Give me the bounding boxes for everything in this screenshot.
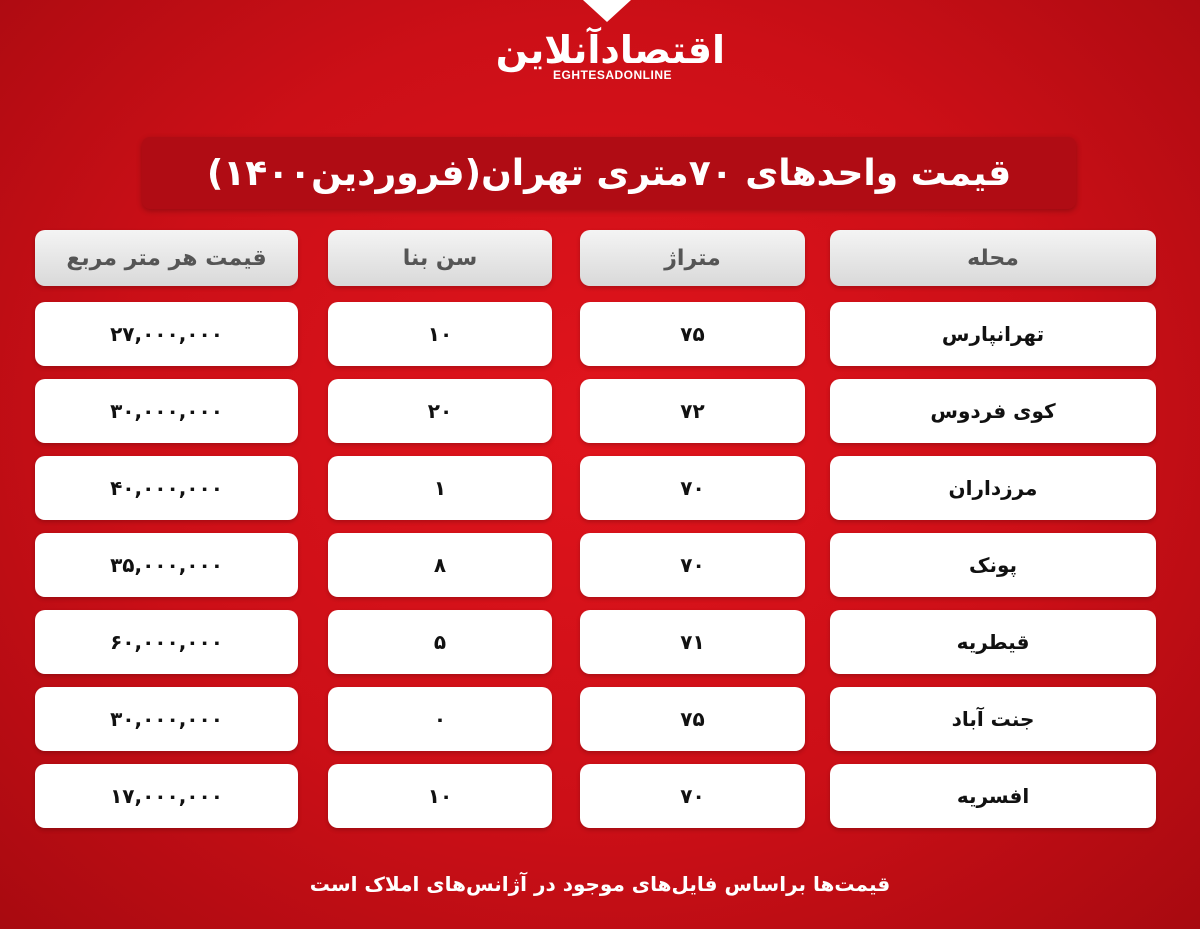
cell-price-per-sqm: ۱۷,۰۰۰,۰۰۰ bbox=[35, 764, 298, 828]
cell-building-age: ۰ bbox=[328, 687, 552, 751]
cell-building-age: ۱۰ bbox=[328, 302, 552, 366]
header-area: متراژ bbox=[580, 230, 805, 286]
page-title: قیمت واحدهای ۷۰متری تهران(فروردین۱۴۰۰) bbox=[206, 152, 1012, 194]
cell-area: ۷۲ bbox=[580, 379, 805, 443]
cell-neighborhood: مرزداران bbox=[830, 456, 1156, 520]
cell-area: ۷۰ bbox=[580, 533, 805, 597]
cell-price-per-sqm: ۳۰,۰۰۰,۰۰۰ bbox=[35, 379, 298, 443]
cell-neighborhood: کوی فردوس bbox=[830, 379, 1156, 443]
header-building-age: سن بنا bbox=[328, 230, 552, 286]
cell-area: ۷۰ bbox=[580, 764, 805, 828]
cell-building-age: ۲۰ bbox=[328, 379, 552, 443]
cell-building-age: ۱ bbox=[328, 456, 552, 520]
cell-price-per-sqm: ۴۰,۰۰۰,۰۰۰ bbox=[35, 456, 298, 520]
cell-area: ۷۵ bbox=[580, 687, 805, 751]
cell-building-age: ۱۰ bbox=[328, 764, 552, 828]
cell-neighborhood: جنت آباد bbox=[830, 687, 1156, 751]
header-price-per-sqm: قیمت هر متر مربع bbox=[35, 230, 298, 286]
cell-area: ۷۵ bbox=[580, 302, 805, 366]
cell-neighborhood: تهرانپارس bbox=[830, 302, 1156, 366]
logo-text-fa: اقتصادآنلاین bbox=[495, 28, 726, 72]
cell-neighborhood: افسریه bbox=[830, 764, 1156, 828]
cell-area: ۷۰ bbox=[580, 456, 805, 520]
top-notch-triangle bbox=[583, 0, 631, 22]
cell-price-per-sqm: ۶۰,۰۰۰,۰۰۰ bbox=[35, 610, 298, 674]
cell-price-per-sqm: ۲۷,۰۰۰,۰۰۰ bbox=[35, 302, 298, 366]
cell-neighborhood: قیطریه bbox=[830, 610, 1156, 674]
cell-building-age: ۸ bbox=[328, 533, 552, 597]
cell-neighborhood: پونک bbox=[830, 533, 1156, 597]
cell-building-age: ۵ bbox=[328, 610, 552, 674]
header-neighborhood: محله bbox=[830, 230, 1156, 286]
eghtesadonline-logo: اقتصادآنلاین EGHTESADONLINE bbox=[495, 28, 726, 100]
cell-price-per-sqm: ۳۵,۰۰۰,۰۰۰ bbox=[35, 533, 298, 597]
title-box: قیمت واحدهای ۷۰متری تهران(فروردین۱۴۰۰) bbox=[142, 137, 1076, 209]
cell-area: ۷۱ bbox=[580, 610, 805, 674]
footer-note: قیمت‌ها براساس فایل‌های موجود در آژانس‌ه… bbox=[309, 872, 891, 896]
cell-price-per-sqm: ۳۰,۰۰۰,۰۰۰ bbox=[35, 687, 298, 751]
logo-text-en: EGHTESADONLINE bbox=[552, 68, 672, 82]
